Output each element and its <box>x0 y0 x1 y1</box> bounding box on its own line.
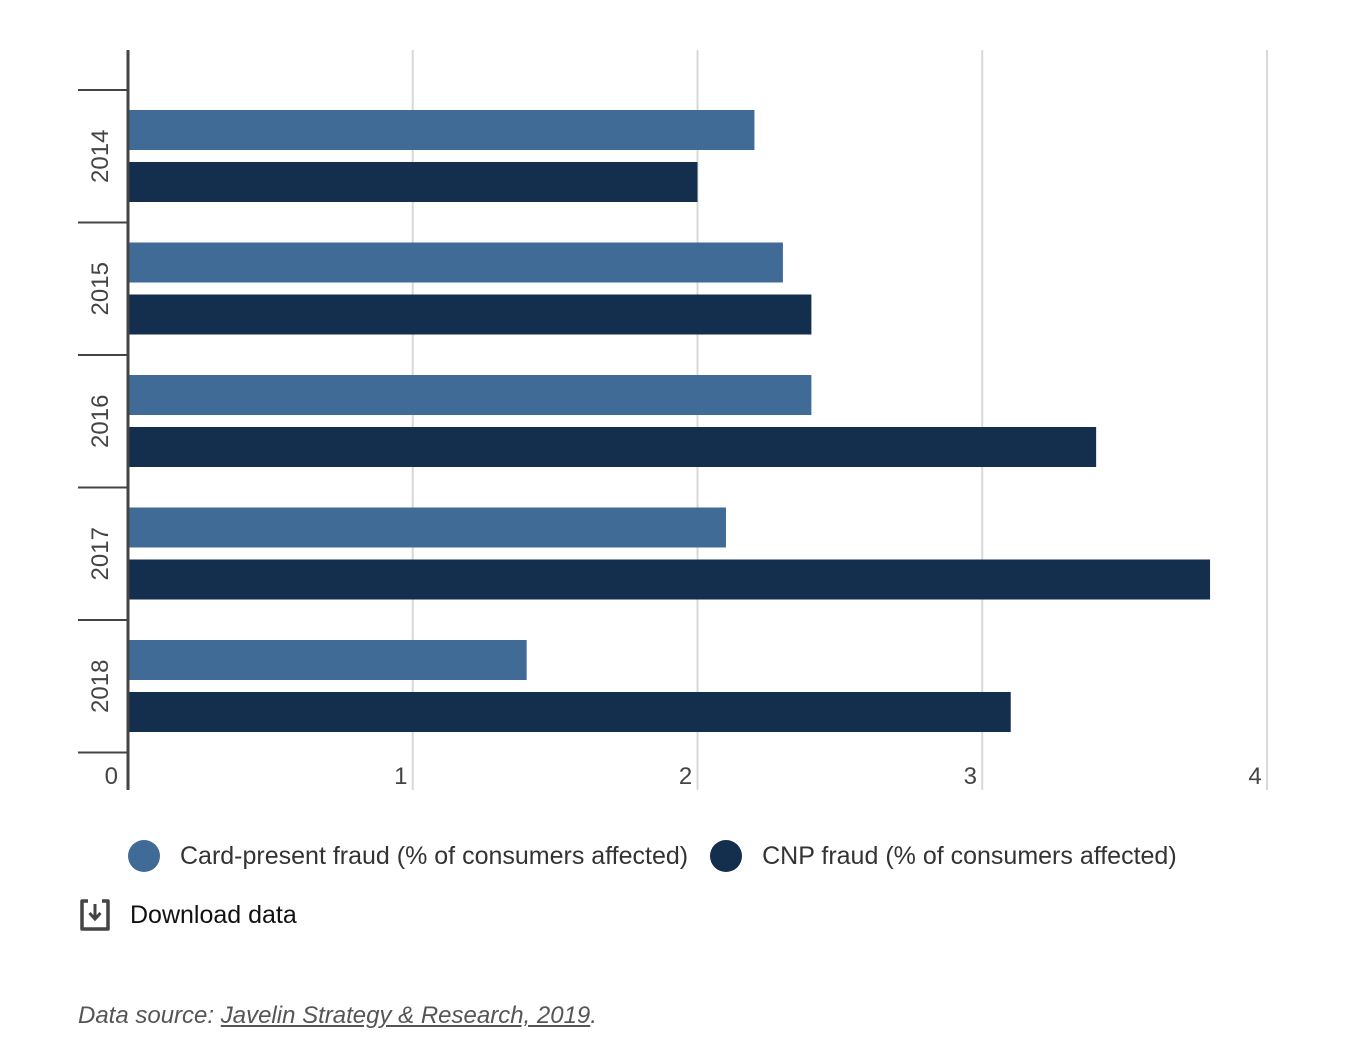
bar <box>128 692 1011 732</box>
y-tick-label: 2015 <box>87 262 114 315</box>
bar <box>128 162 698 202</box>
bar <box>128 507 726 548</box>
download-icon <box>80 899 110 931</box>
download-label: Download data <box>130 900 297 929</box>
legend-marker <box>128 840 160 872</box>
legend: Card-present fraud (% of consumers affec… <box>128 840 1199 872</box>
bar-chart: 0 1 2 3 4 2014 2015 2016 2017 2018 <box>78 50 1268 790</box>
bar <box>128 242 783 283</box>
x-tick-label: 1 <box>394 763 407 790</box>
bar <box>128 427 1097 467</box>
legend-marker <box>710 840 743 872</box>
bar <box>128 559 1211 600</box>
y-tick-label: 2017 <box>87 527 114 580</box>
source-prefix: Data source: <box>78 1002 221 1029</box>
source-suffix: . <box>590 1002 597 1029</box>
legend-item-cnp[interactable]: CNP fraud (% of consumers affected) <box>710 840 1177 872</box>
legend-label: CNP fraud (% of consumers affected) <box>762 841 1177 870</box>
x-tick-label: 0 <box>105 763 118 790</box>
bar <box>128 375 812 415</box>
data-source: Data source: Javelin Strategy & Research… <box>78 1002 597 1030</box>
x-tick-label: 3 <box>964 763 977 790</box>
y-tick-label: 2014 <box>87 130 114 183</box>
source-link[interactable]: Javelin Strategy & Research, 2019 <box>220 1002 591 1029</box>
x-tick-label: 4 <box>1248 763 1261 790</box>
y-tick-label: 2018 <box>87 660 114 713</box>
bar <box>128 110 755 150</box>
bar <box>128 294 812 335</box>
legend-item-card-present[interactable]: Card-present fraud (% of consumers affec… <box>128 840 688 872</box>
bar <box>128 640 527 680</box>
y-tick-label: 2016 <box>87 395 114 448</box>
legend-label: Card-present fraud (% of consumers affec… <box>180 841 689 870</box>
x-tick-label: 2 <box>679 763 692 790</box>
download-data-button[interactable]: Download data <box>78 898 297 932</box>
